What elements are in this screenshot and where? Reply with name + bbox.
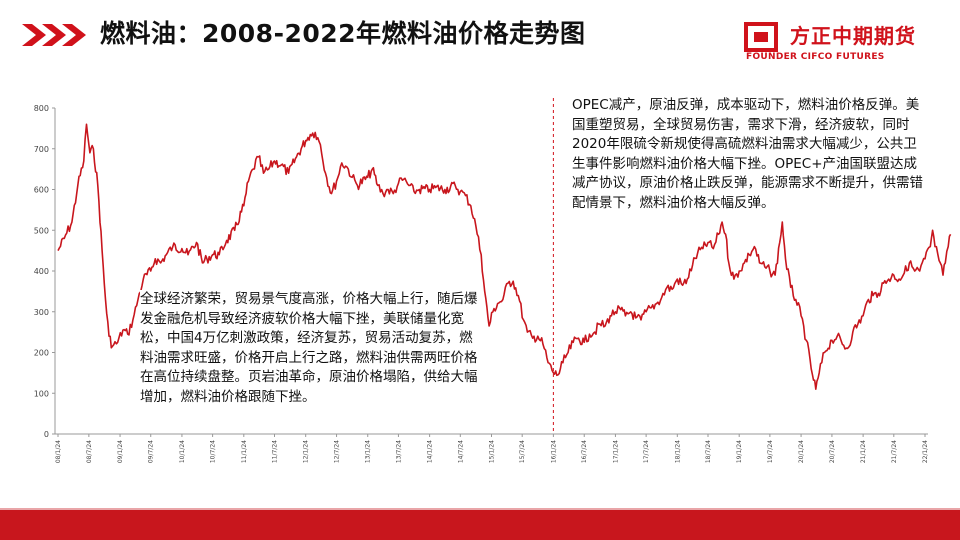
x-tick-label: 21/7/24 bbox=[891, 440, 898, 463]
x-tick-label: 08/7/24 bbox=[86, 440, 93, 463]
x-tick-label: 17/1/24 bbox=[612, 440, 619, 463]
annotation-left: 全球经济繁荣，贸易景气度高涨，价格大幅上行，随后爆发金融危机导致经济疲软价格大幅… bbox=[140, 290, 482, 408]
chevron-right-icon bbox=[42, 24, 66, 46]
y-tick-label: 400 bbox=[34, 267, 49, 276]
y-tick-label: 600 bbox=[34, 186, 49, 195]
x-tick-label: 21/1/24 bbox=[860, 440, 867, 463]
y-tick-label: 500 bbox=[34, 226, 49, 235]
y-tick-label: 200 bbox=[34, 349, 49, 358]
x-tick-label: 10/1/24 bbox=[179, 440, 186, 463]
annotation-right: OPEC减产，原油反弹，成本驱动下，燃料油价格反弹。美国重塑贸易，全球贸易伤害，… bbox=[572, 96, 924, 214]
x-tick-label: 12/1/24 bbox=[303, 440, 310, 463]
x-tick-label: 09/7/24 bbox=[148, 440, 155, 463]
x-tick-label: 14/7/24 bbox=[457, 440, 464, 463]
page-title: 燃料油：2008-2022年燃料油价格走势图 bbox=[100, 19, 586, 48]
footer-bar bbox=[0, 510, 960, 540]
x-tick-label: 13/7/24 bbox=[395, 440, 402, 463]
brand-name-en: FOUNDER CIFCO FUTURES bbox=[746, 52, 885, 62]
x-tick-label: 15/7/24 bbox=[519, 440, 526, 463]
x-tick-label: 13/1/24 bbox=[365, 440, 372, 463]
x-tick-label: 20/1/24 bbox=[798, 440, 805, 463]
x-tick-label: 18/7/24 bbox=[705, 440, 712, 463]
x-tick-label: 15/1/24 bbox=[489, 440, 496, 463]
x-tick-label: 11/1/24 bbox=[241, 440, 248, 463]
founder-logo-icon bbox=[744, 22, 778, 52]
footer-stripe bbox=[0, 508, 960, 510]
x-tick-label: 22/1/24 bbox=[922, 440, 929, 463]
chevron-right-icon bbox=[22, 24, 46, 46]
x-tick-label: 17/7/24 bbox=[643, 440, 650, 463]
x-tick-label: 19/1/24 bbox=[736, 440, 743, 463]
series-line-fuel-oil bbox=[57, 123, 952, 390]
x-tick-label: 16/1/24 bbox=[550, 440, 557, 463]
y-tick-label: 100 bbox=[34, 389, 49, 398]
x-tick-label: 12/7/24 bbox=[334, 440, 341, 463]
x-tick-label: 09/1/24 bbox=[117, 440, 124, 463]
y-tick-label: 800 bbox=[34, 104, 49, 113]
y-tick-label: 700 bbox=[34, 145, 49, 154]
x-tick-label: 16/7/24 bbox=[581, 440, 588, 463]
y-tick-label: 300 bbox=[34, 308, 49, 317]
x-tick-label: 19/7/24 bbox=[767, 440, 774, 463]
x-tick-label: 14/1/24 bbox=[427, 440, 434, 463]
y-tick-label: 0 bbox=[44, 430, 49, 439]
x-tick-label: 08/1/24 bbox=[55, 440, 62, 463]
brand-name-cn: 方正中期期货 bbox=[790, 24, 916, 48]
chevron-right-icon bbox=[62, 24, 86, 46]
brand-logo: 方正中期期货 FOUNDER CIFCO FUTURES bbox=[744, 20, 944, 66]
x-tick-label: 20/7/24 bbox=[829, 440, 836, 463]
x-tick-label: 11/7/24 bbox=[271, 440, 278, 463]
x-tick-label: 10/7/24 bbox=[210, 440, 217, 463]
x-tick-label: 18/1/24 bbox=[674, 440, 681, 463]
